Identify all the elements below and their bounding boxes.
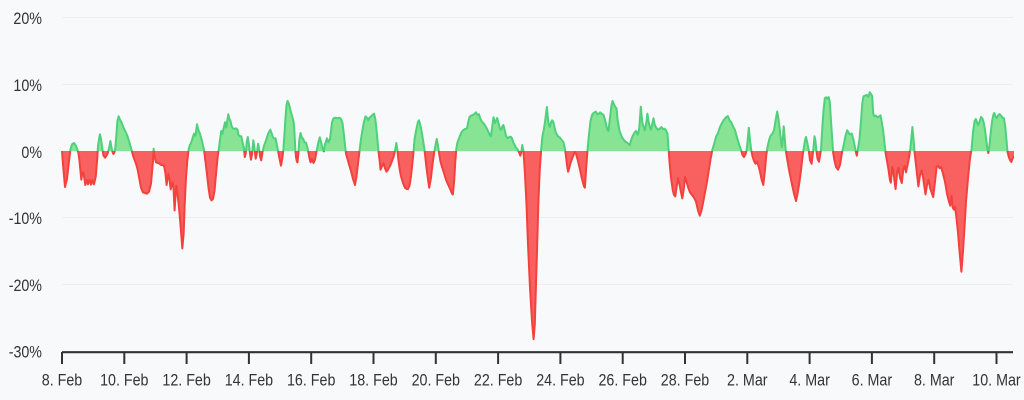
svg-text:24. Feb: 24. Feb <box>536 371 584 390</box>
svg-text:4. Mar: 4. Mar <box>789 371 830 390</box>
svg-text:2. Mar: 2. Mar <box>727 371 768 390</box>
svg-text:0%: 0% <box>21 143 42 162</box>
svg-text:20. Feb: 20. Feb <box>412 371 460 390</box>
svg-text:16. Feb: 16. Feb <box>287 371 335 390</box>
svg-text:22. Feb: 22. Feb <box>474 371 522 390</box>
svg-text:28. Feb: 28. Feb <box>661 371 709 390</box>
svg-text:26. Feb: 26. Feb <box>599 371 647 390</box>
svg-text:20%: 20% <box>13 9 42 28</box>
svg-text:-30%: -30% <box>9 343 42 362</box>
svg-text:18. Feb: 18. Feb <box>349 371 397 390</box>
svg-text:8. Feb: 8. Feb <box>42 371 83 390</box>
svg-text:-10%: -10% <box>9 209 42 228</box>
svg-text:12. Feb: 12. Feb <box>162 371 210 390</box>
svg-text:10%: 10% <box>13 76 42 95</box>
svg-text:10. Feb: 10. Feb <box>100 371 148 390</box>
svg-text:8. Mar: 8. Mar <box>914 371 955 390</box>
svg-text:14. Feb: 14. Feb <box>225 371 273 390</box>
svg-text:6. Mar: 6. Mar <box>852 371 893 390</box>
svg-text:-20%: -20% <box>9 276 42 295</box>
svg-text:10. Mar: 10. Mar <box>972 371 1021 390</box>
